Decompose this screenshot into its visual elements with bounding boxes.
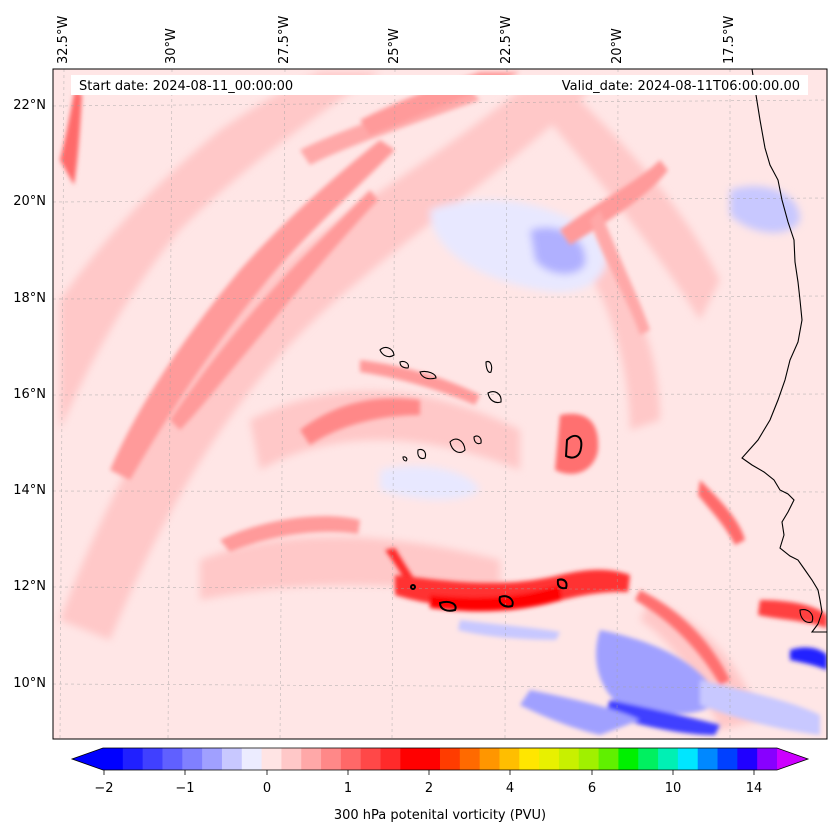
colorbar-segment (202, 748, 223, 770)
lon-label-17.5w: 17.5°W (722, 15, 737, 64)
colorbar-segment (440, 748, 461, 770)
colorbar-segment (479, 748, 501, 770)
colorbar-segment (321, 748, 342, 770)
lat-label-18n: 18°N (13, 291, 46, 306)
colorbar-segment (677, 748, 699, 770)
colorbar-outline (70, 747, 810, 771)
pv-2-contours (410, 434, 583, 612)
colorbar-segment (221, 748, 243, 770)
map-frame (52, 68, 828, 740)
colorbar-segment (598, 748, 620, 770)
colorbar-segment (103, 748, 124, 770)
colorbar-tick: 10 (664, 781, 682, 796)
colorbar-segment (519, 748, 540, 770)
colorbar-segment (142, 748, 164, 770)
colorbar-tick: 6 (587, 781, 597, 796)
info-box (71, 75, 808, 95)
colorbar-max-extension (777, 748, 808, 770)
lat-label-14n: 14°N (13, 483, 46, 498)
colorbar-segment (638, 748, 659, 770)
colorbar-tick: 4 (505, 781, 515, 796)
colorbar-segment (717, 748, 738, 770)
pv-field (53, 69, 827, 739)
start-date-text: Start date: 2024-08-11_00:00:00 (79, 79, 294, 94)
pv-contours-strong (60, 72, 827, 735)
colorbar-segment (360, 748, 382, 770)
colorbar-segment (697, 748, 719, 770)
colorbar-min-extension (72, 748, 103, 770)
colorbar-tick: −1 (175, 781, 195, 796)
lat-label-22n: 22°N (13, 98, 46, 113)
colorbar-segment (420, 748, 441, 770)
colorbar-segment (578, 748, 600, 770)
lon-label-32.5w: 32.5°W (56, 15, 71, 64)
colorbar-tick: 14 (745, 781, 763, 796)
colorbar-segment (539, 748, 560, 770)
colorbar-segment (340, 748, 362, 770)
colorbar-segment (261, 748, 283, 770)
colorbar-tick: 2 (424, 781, 434, 796)
lon-label-27.5w: 27.5°W (277, 15, 292, 64)
lon-label-25w: 25°W (387, 28, 402, 64)
lon-label-30w: 30°W (164, 28, 179, 64)
lon-label-22.5w: 22.5°W (499, 15, 514, 64)
colorbar-tick: 1 (343, 781, 353, 796)
colorbar-segments (103, 748, 778, 770)
lat-label-16n: 16°N (13, 387, 46, 402)
colorbar-segment (241, 748, 263, 770)
lat-label-20n: 20°N (13, 194, 46, 209)
colorbar-segment (459, 748, 481, 770)
lat-label-12n: 12°N (13, 579, 46, 594)
colorbar-segment (499, 748, 520, 770)
colorbar-segment (737, 748, 758, 770)
colorbar-tick: 0 (262, 781, 272, 796)
colorbar-segment (122, 748, 144, 770)
colorbar-segment (162, 748, 183, 770)
colorbar (70, 747, 810, 775)
colorbar-tick: −2 (94, 781, 114, 796)
colorbar-segment (558, 748, 580, 770)
colorbar-segment (400, 748, 421, 770)
colorbar-segment (658, 748, 679, 770)
coastline (379, 69, 827, 633)
colorbar-segment (301, 748, 322, 770)
valid-date-text: Valid_date: 2024-08-11T06:00:00.00 (561, 79, 800, 94)
lat-label-10n: 10°N (13, 676, 46, 691)
colorbar-segment (618, 748, 639, 770)
colorbar-segment (757, 748, 778, 770)
colorbar-segment (380, 748, 401, 770)
colorbar-segment (281, 748, 302, 770)
colorbar-segment (182, 748, 203, 770)
colorbar-label: 300 hPa potenital vorticity (PVU) (333, 808, 547, 823)
lon-label-20w: 20°W (610, 28, 625, 64)
graticule (53, 69, 827, 739)
